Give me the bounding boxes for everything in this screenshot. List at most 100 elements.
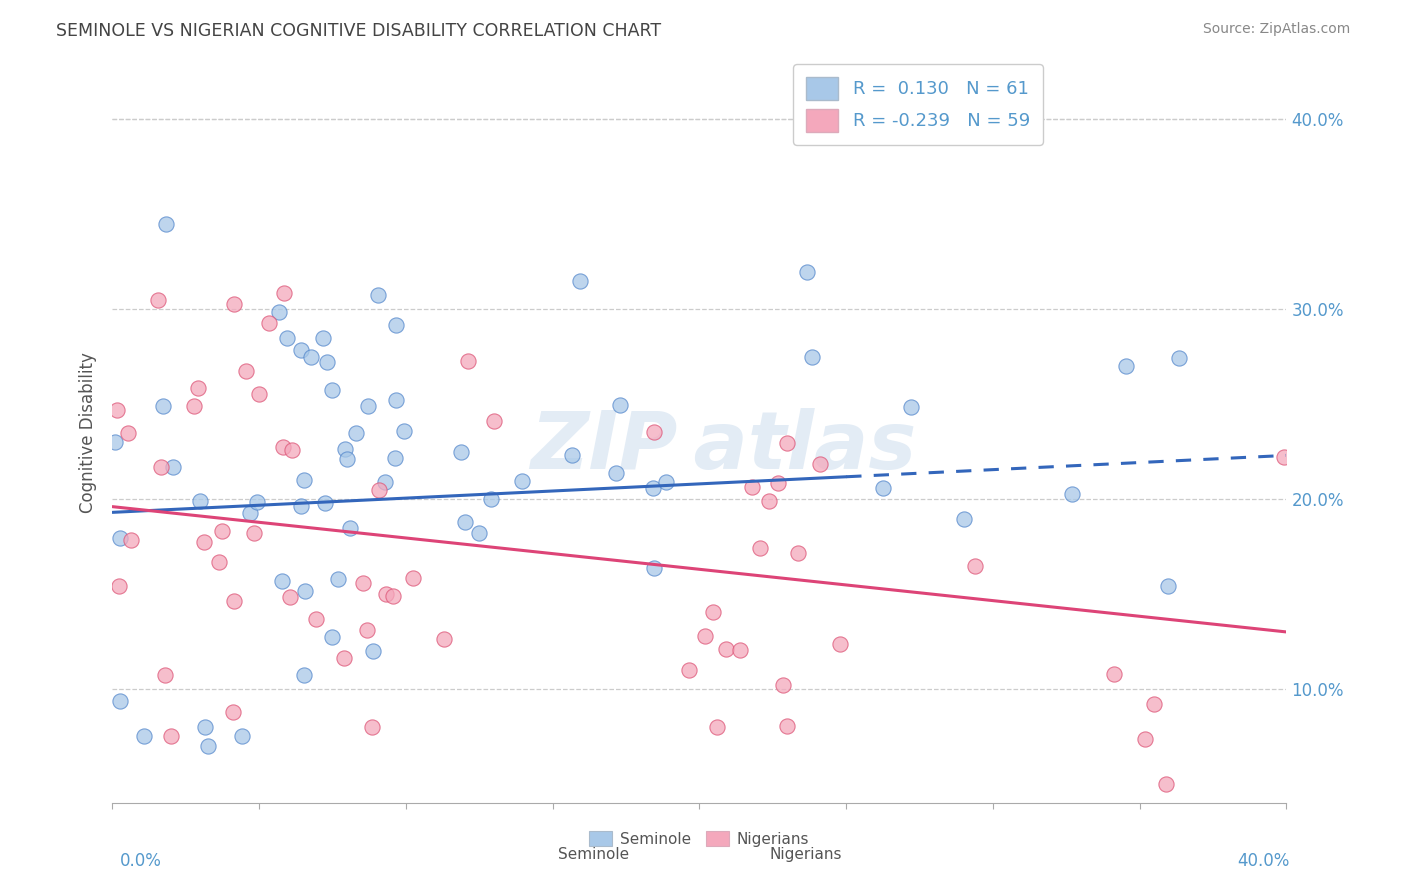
Point: [963, 559, 986, 574]
Point: [776, 719, 799, 733]
Point: [120, 533, 142, 548]
Point: [678, 663, 700, 677]
Point: [758, 494, 780, 508]
Point: [360, 720, 382, 734]
Text: 40.0%: 40.0%: [1237, 852, 1289, 870]
Point: [1102, 666, 1125, 681]
Point: [561, 448, 583, 462]
Point: [339, 521, 361, 535]
Text: Seminole: Seminole: [558, 847, 628, 863]
Point: [281, 442, 304, 457]
Point: [152, 399, 174, 413]
Point: [105, 403, 128, 417]
Point: [402, 571, 425, 585]
Point: [384, 318, 406, 333]
Point: [183, 399, 205, 413]
Point: [108, 579, 131, 593]
Point: [247, 387, 270, 401]
Point: [702, 605, 724, 619]
Point: [333, 442, 356, 456]
Point: [336, 452, 359, 467]
Text: 0.0%: 0.0%: [120, 852, 162, 870]
Point: [568, 274, 591, 288]
Point: [231, 729, 253, 743]
Point: [643, 561, 665, 575]
Point: [808, 458, 831, 472]
Point: [1115, 359, 1137, 374]
Point: [299, 350, 322, 364]
Point: [381, 589, 404, 603]
Point: [741, 480, 763, 494]
Point: [384, 393, 406, 408]
Point: [242, 526, 264, 541]
Point: [344, 425, 367, 440]
Point: [368, 483, 391, 497]
Point: [643, 481, 665, 495]
Point: [117, 426, 139, 441]
Point: [714, 641, 737, 656]
Point: [766, 475, 789, 490]
Point: [321, 383, 343, 397]
Point: [333, 651, 356, 665]
Point: [110, 531, 132, 545]
Point: [800, 350, 823, 364]
Point: [900, 400, 922, 414]
Point: [643, 425, 665, 439]
Legend: Seminole, Nigerians: Seminole, Nigerians: [582, 823, 817, 855]
Point: [454, 516, 477, 530]
Point: [374, 587, 396, 601]
Point: [772, 678, 794, 692]
Point: [239, 506, 262, 520]
Point: [208, 555, 231, 569]
Point: [1157, 579, 1180, 593]
Point: [222, 705, 245, 719]
Point: [872, 481, 894, 495]
Point: [1143, 697, 1166, 711]
Point: [450, 444, 472, 458]
Point: [276, 331, 298, 345]
Point: [394, 424, 416, 438]
Point: [294, 583, 316, 598]
Point: [609, 398, 631, 412]
Point: [155, 217, 177, 231]
Point: [655, 475, 678, 490]
Point: [148, 293, 170, 307]
Point: [197, 739, 219, 753]
Point: [222, 593, 245, 607]
Point: [290, 343, 312, 358]
Point: [796, 265, 818, 279]
Point: [953, 511, 976, 525]
Point: [356, 623, 378, 637]
Point: [1168, 351, 1191, 365]
Point: [384, 451, 406, 466]
Point: [786, 546, 808, 560]
Point: [290, 499, 312, 513]
Point: [153, 668, 176, 682]
Point: [695, 629, 717, 643]
Point: [749, 541, 772, 555]
Point: [776, 436, 799, 450]
Text: Nigerians: Nigerians: [770, 847, 842, 863]
Text: SEMINOLE VS NIGERIAN COGNITIVE DISABILITY CORRELATION CHART: SEMINOLE VS NIGERIAN COGNITIVE DISABILIT…: [56, 22, 661, 40]
Point: [1272, 450, 1295, 465]
Point: [271, 574, 294, 588]
Point: [432, 632, 454, 646]
Point: [194, 720, 217, 734]
Point: [235, 363, 257, 377]
Point: [706, 720, 728, 734]
Point: [187, 381, 209, 395]
Text: Source: ZipAtlas.com: Source: ZipAtlas.com: [1202, 22, 1350, 37]
Point: [1060, 486, 1083, 500]
Point: [468, 526, 491, 541]
Point: [352, 575, 374, 590]
Point: [162, 459, 184, 474]
Point: [278, 590, 301, 604]
Point: [367, 287, 389, 301]
Point: [374, 475, 396, 489]
Point: [269, 305, 291, 319]
Point: [828, 637, 851, 651]
Point: [257, 316, 280, 330]
Point: [222, 296, 245, 310]
Point: [457, 354, 479, 368]
Point: [1133, 731, 1156, 746]
